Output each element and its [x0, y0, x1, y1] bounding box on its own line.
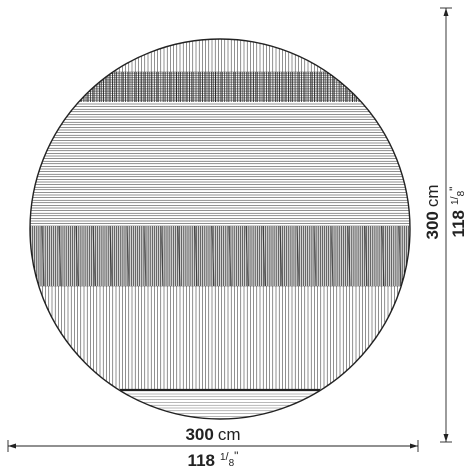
width-inch-mark: ": [234, 449, 238, 463]
width-frac-num: 1: [220, 452, 226, 463]
width-value: 300: [185, 425, 213, 444]
width-dimension-line: [7, 440, 419, 452]
width-frac-slash: /: [226, 451, 230, 463]
height-frac-den: 8: [456, 190, 467, 196]
width-unit: cm: [218, 425, 241, 444]
width-imperial-whole: 118: [188, 451, 215, 470]
height-imperial-whole: 118: [449, 210, 467, 237]
width-metric-label: 300 cm: [185, 425, 240, 444]
height-unit: cm: [423, 184, 442, 207]
height-frac-num: 1: [450, 199, 461, 205]
height-frac-slash: /: [449, 195, 461, 199]
width-frac-den: 8: [229, 458, 235, 469]
height-metric-label: 300 cm: [423, 184, 442, 239]
height-imperial-label: 118 1/8": [447, 187, 467, 238]
width-imperial-label: 118 1/8": [188, 449, 239, 470]
height-dimension-line: [440, 7, 452, 443]
rug-circle: [29, 38, 411, 420]
height-value: 300: [423, 211, 442, 239]
height-inch-mark: ": [447, 187, 461, 191]
